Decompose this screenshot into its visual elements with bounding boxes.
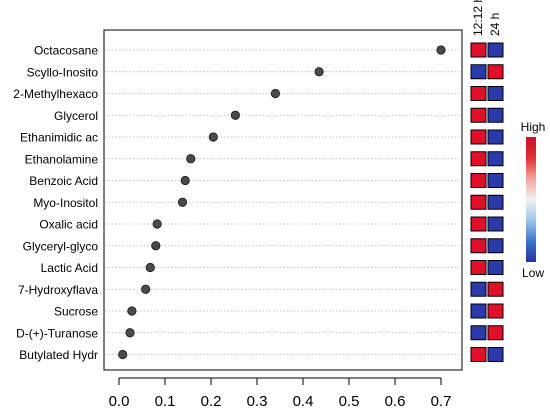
data-point [152,219,162,229]
category-label: Glycerol [54,109,98,123]
x-tick-label: 0.1 [155,393,176,410]
x-axis: 0.0 0.1 0.2 0.3 0.4 0.5 0.6 0.7 [109,377,452,410]
category-label: Octacosane [34,44,98,58]
category-label: Myo-Inositol [33,196,98,210]
heatmap-cell [470,347,487,362]
heatmap-cell [470,216,487,232]
x-tick-label: 0.0 [109,393,130,410]
data-point [151,241,161,251]
category-label: Benzoic Acid [29,174,98,188]
data-point [177,197,188,207]
category-label: 7-Hydroxyflava [18,283,98,297]
category-label: Ethanolamine [25,152,99,166]
x-tick-label: 0.2 [201,393,222,410]
heatmap-cell [487,64,504,80]
heatmap-cell [487,347,504,362]
heatmap-cell [487,151,504,167]
x-tick-label: 0.7 [431,393,452,410]
legend-gradient-bar [526,137,536,262]
x-tick-label: 0.6 [385,393,406,410]
heatmap-cell [470,173,487,188]
heatmap-cell [470,303,487,319]
data-point [208,132,218,142]
heatmap-cell [470,151,487,167]
heatmap-cell [487,129,504,145]
heatmap-column-header: 12:12 h [471,0,485,36]
heatmap-cell [470,64,487,80]
heatmap-cell [470,260,487,275]
data-point [436,45,446,55]
heatmap-column-headers: 12:12 h 24 h [471,0,502,36]
grid-lines [105,49,461,355]
heatmap-cell [487,260,504,275]
data-point [141,284,151,294]
data-point [125,328,135,338]
heatmap-cell [487,107,504,123]
data-points [118,45,446,360]
heatmap-cell [487,173,504,188]
category-label: Lactic Acid [41,261,98,275]
x-tick-label: 0.4 [293,393,314,410]
x-tick-label: 0.5 [339,393,360,410]
heatmap-cell [470,194,487,210]
heatmap-cell [487,238,504,254]
category-label: Ethanimidic ac [20,131,98,145]
data-point [180,175,190,186]
heatmap-cell [487,86,504,101]
color-legend: High Low [521,120,546,280]
x-tick-label: 0.3 [247,393,268,410]
heatmap-cell [487,281,504,297]
heatmap-cell [487,216,504,232]
data-point [118,349,128,360]
category-label: Butylated Hydr [19,348,98,362]
plot-frame [103,29,463,371]
data-point [127,306,137,316]
category-label: Oxalic acid [39,218,98,232]
heatmap-column-header: 24 h [488,13,502,36]
heatmap-cells [470,42,504,362]
category-label: D-(+)-Turanose [16,326,98,340]
heatmap-cell [470,42,487,58]
data-point [270,88,280,99]
heatmap-cell [470,238,487,254]
heatmap-cell [470,325,487,341]
legend-high-label: High [521,120,546,134]
heatmap-cell [487,303,504,319]
heatmap-cell [470,86,487,101]
heatmap-cell [487,42,504,58]
legend-low-label: Low [522,266,544,280]
data-point [186,154,196,164]
data-point [145,262,155,273]
heatmap-cell [487,325,504,341]
y-axis-labels: Octacosane Scyllo-Inosito 2-Methylhexaco Gl… [13,44,98,363]
category-label: Glyceryl-glyco [23,239,99,253]
category-label: Sucrose [54,305,98,319]
heatmap-cell [470,107,487,123]
heatmap-cell [470,281,487,297]
category-label: Scyllo-Inosito [27,65,99,79]
heatmap-cell [487,194,504,210]
data-point [314,67,324,77]
category-label: 2-Methylhexaco [13,87,98,101]
data-point [230,110,240,120]
heatmap-cell [470,129,487,145]
